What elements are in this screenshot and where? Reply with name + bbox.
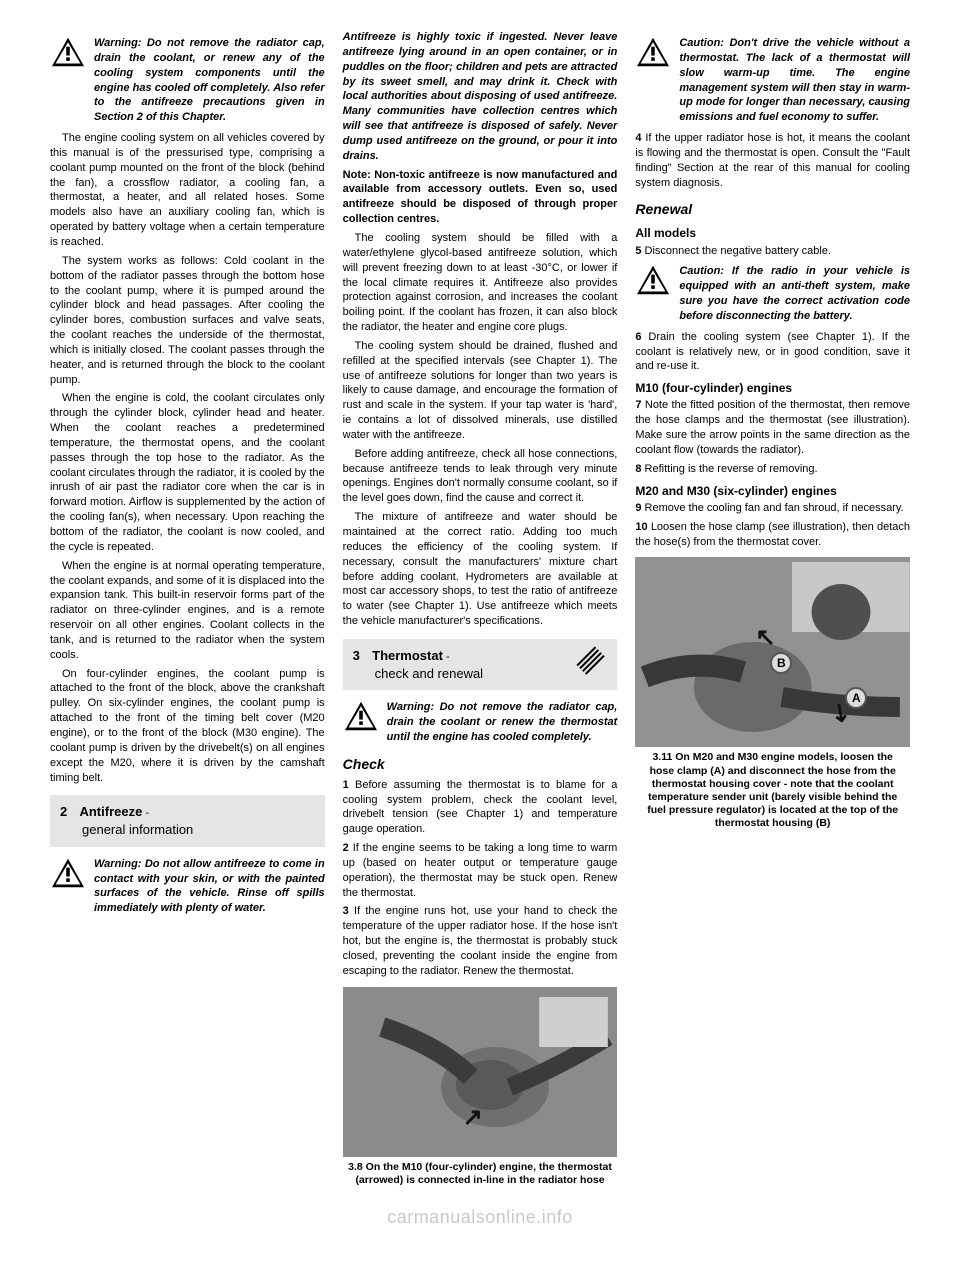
caution-block-1: Caution: Don't drive the vehicle without… (635, 36, 910, 125)
c1-p2: The system works as follows: Cold coolan… (50, 254, 325, 388)
c2-p2: The cooling system should be drained, fl… (343, 339, 618, 443)
spanner-rating-icon (575, 645, 609, 679)
c1-p1: The engine cooling system on all vehicle… (50, 131, 325, 250)
section-2-box: 2 Antifreeze - general information (50, 795, 325, 846)
check-1-text: Before assuming the thermostat is to bla… (343, 779, 618, 836)
c2-note-text: Note: Non-toxic antifreeze is now manufa… (343, 169, 618, 226)
warning-triangle-icon (50, 857, 86, 889)
m10-7-text: Note the fitted position of the thermost… (635, 399, 910, 456)
column-2: Antifreeze is highly toxic if ingested. … (343, 30, 618, 1187)
check-1: 1 Before assuming the thermostat is to b… (343, 778, 618, 837)
c3-p4-text: If the upper radiator hose is hot, it me… (635, 132, 910, 189)
m20-10-text: Loosen the hose clamp (see illustration)… (635, 521, 910, 548)
column-layout: Warning: Do not remove the radiator cap,… (50, 30, 910, 1187)
c1-p4: When the engine is at normal operating t… (50, 559, 325, 663)
warning-block-2: Warning: Do not allow antifreeze to come… (50, 857, 325, 916)
column-1: Warning: Do not remove the radiator cap,… (50, 30, 325, 1187)
renewal-heading: Renewal (635, 200, 910, 219)
c2-note: Note: Non-toxic antifreeze is now manufa… (343, 168, 618, 227)
section-3-box: 3 Thermostat - check and renewal (343, 639, 618, 690)
c1-p3: When the engine is cold, the coolant cir… (50, 391, 325, 554)
m20-9: 9 Remove the cooling fan and fan shroud,… (635, 501, 910, 516)
figure-3-11: A B ↘ ↖ 3.11 On M20 and M30 engine model… (635, 557, 910, 830)
warning-2-text: Warning: Do not allow antifreeze to come… (94, 857, 325, 916)
warning-2-cont: Antifreeze is highly toxic if ingested. … (343, 30, 618, 164)
warning-triangle-icon (635, 264, 671, 296)
section-2-title: Antifreeze (79, 804, 142, 819)
all-models-heading: All models (635, 225, 910, 241)
check-2-text: If the engine seems to be taking a long … (343, 842, 618, 899)
renew-5-text: Disconnect the negative battery cable. (645, 245, 832, 257)
c2-p4: The mixture of antifreeze and water shou… (343, 510, 618, 629)
figure-3-8: ↗ 3.8 On the M10 (four-cylinder) engine,… (343, 987, 618, 1187)
figure-3-8-image: ↗ (343, 987, 618, 1157)
figure-3-8-caption: 3.8 On the M10 (four-cylinder) engine, t… (343, 1157, 618, 1187)
m20-10: 10 Loosen the hose clamp (see illustrati… (635, 520, 910, 550)
warning-block-3: Warning: Do not remove the radiator cap,… (343, 700, 618, 745)
check-heading: Check (343, 755, 618, 774)
m10-8-text: Refitting is the reverse of removing. (645, 463, 818, 475)
c3-p4: 4 If the upper radiator hose is hot, it … (635, 131, 910, 190)
section-2-sub: general information (82, 821, 315, 839)
section-2-num: 2 (60, 804, 67, 819)
warning-block-1: Warning: Do not remove the radiator cap,… (50, 36, 325, 125)
renew-6: 6 Drain the cooling system (see Chapter … (635, 330, 910, 375)
warning-triangle-icon (50, 36, 86, 68)
c2-p3: Before adding antifreeze, check all hose… (343, 447, 618, 506)
section-3-dash: - (446, 651, 450, 663)
m20-heading: M20 and M30 (six-cylinder) engines (635, 483, 910, 499)
check-2: 2 If the engine seems to be taking a lon… (343, 841, 618, 900)
arrow-icon: ↖ (755, 622, 775, 654)
warning-triangle-icon (635, 36, 671, 68)
m10-8: 8 Refitting is the reverse of removing. (635, 462, 910, 477)
caution-2-text: Caution: If the radio in your vehicle is… (679, 264, 910, 323)
m10-heading: M10 (four-cylinder) engines (635, 380, 910, 396)
watermark-text: carmanualsonline.info (50, 1205, 910, 1229)
caution-1-text: Caution: Don't drive the vehicle without… (679, 36, 910, 125)
section-3-title: Thermostat (372, 648, 443, 663)
m10-7: 7 Note the fitted position of the thermo… (635, 398, 910, 457)
renew-6-text: Drain the cooling system (see Chapter 1)… (635, 331, 910, 373)
m20-9-text: Remove the cooling fan and fan shroud, i… (645, 502, 904, 514)
renew-5: 5 Disconnect the negative battery cable. (635, 244, 910, 259)
page-container: Warning: Do not remove the radiator cap,… (0, 0, 960, 1269)
arrow-icon: ↗ (463, 1102, 483, 1134)
section-3-sub: check and renewal (375, 665, 608, 683)
warning-1-text: Warning: Do not remove the radiator cap,… (94, 36, 325, 125)
check-3: 3 If the engine runs hot, use your hand … (343, 904, 618, 978)
figure-3-11-caption: 3.11 On M20 and M30 engine models, loose… (635, 747, 910, 830)
figure-3-11-image: A B ↘ ↖ (635, 557, 910, 747)
section-2-dash: - (145, 807, 149, 819)
warning-triangle-icon (343, 700, 379, 732)
c1-p5: On four-cylinder engines, the coolant pu… (50, 667, 325, 786)
section-3-num: 3 (353, 648, 360, 663)
warning-3-text: Warning: Do not remove the radiator cap,… (387, 700, 618, 745)
c2-p1: The cooling system should be filled with… (343, 231, 618, 335)
check-3-text: If the engine runs hot, use your hand to… (343, 905, 618, 976)
column-3: Caution: Don't drive the vehicle without… (635, 30, 910, 1187)
caution-block-2: Caution: If the radio in your vehicle is… (635, 264, 910, 323)
